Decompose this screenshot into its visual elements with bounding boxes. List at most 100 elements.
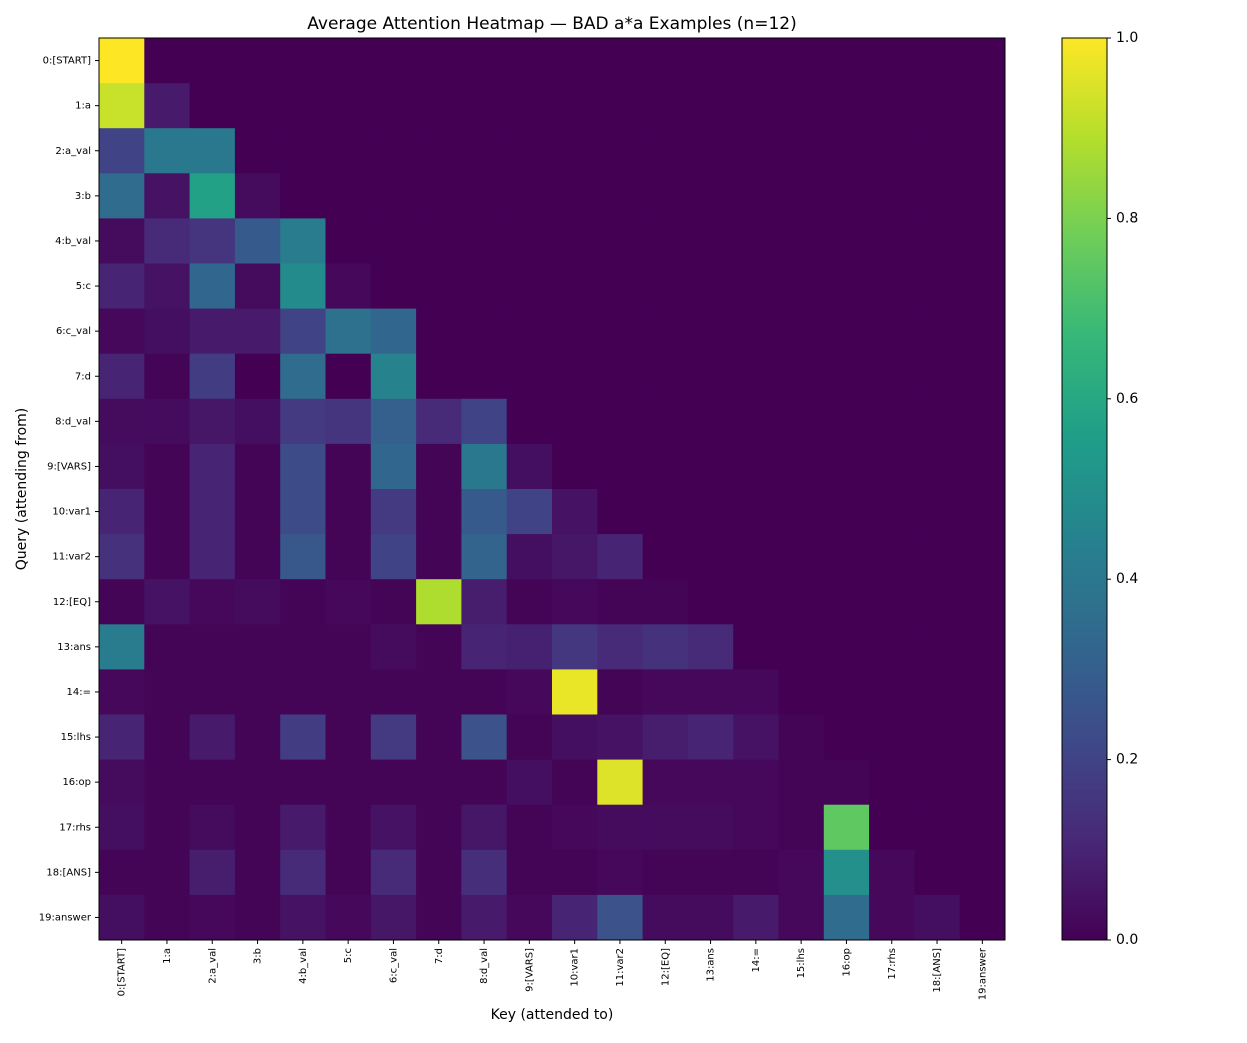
heat-cell (733, 443, 779, 490)
heat-cell (733, 263, 779, 310)
heat-cell (778, 669, 825, 715)
heat-cell (280, 308, 326, 355)
heat-cell (642, 398, 689, 445)
heat-cell (869, 353, 915, 400)
heat-cell (506, 669, 553, 715)
x-tick-label: 10:var1 (570, 948, 581, 987)
x-tick-label: 2:a_val (207, 948, 218, 984)
colorbar-tick-label: 0.0 (1116, 932, 1138, 948)
heat-cell (959, 489, 1006, 535)
heat-cell (778, 308, 825, 355)
heat-cell (99, 398, 145, 445)
heat-cell (823, 534, 870, 580)
heat-cell (325, 669, 372, 715)
heat-cell (461, 624, 508, 670)
heat-cell (461, 714, 508, 761)
heat-cell (461, 398, 508, 445)
heat-cell (416, 714, 462, 761)
heat-cell (642, 894, 689, 941)
heat-cell (914, 849, 961, 896)
y-tick-label: 0:[START] (43, 56, 91, 67)
heat-cell (552, 173, 598, 219)
heat-cell (416, 263, 462, 310)
heat-cell (99, 759, 145, 806)
heat-cell (416, 398, 462, 445)
heat-cell (99, 38, 145, 84)
heat-cell (914, 173, 961, 219)
heat-cell (869, 263, 915, 310)
heat-cell (461, 804, 508, 851)
heat-cell (959, 849, 1006, 896)
heat-cell (370, 669, 417, 715)
heat-cell (642, 218, 689, 264)
heat-cell (869, 38, 915, 84)
heat-cell (416, 804, 462, 851)
heat-cell (234, 218, 281, 264)
heat-cell (280, 218, 326, 264)
heat-cell (778, 759, 825, 806)
heat-cell (325, 308, 372, 355)
heat-cell (552, 534, 598, 580)
heat-cell (733, 759, 779, 806)
x-tick-label: 13:ans (706, 948, 717, 982)
heat-cell (733, 489, 779, 535)
y-axis-label: Query (attending from) (14, 408, 30, 571)
heat-cell (99, 443, 145, 490)
heat-cell (325, 263, 372, 310)
heat-cell (778, 489, 825, 535)
heat-cell (416, 849, 462, 896)
heat-cell (99, 849, 145, 896)
heat-cell (99, 579, 145, 625)
y-tick-label: 16:op (62, 777, 91, 788)
heat-cell (370, 849, 417, 896)
heat-cell (325, 804, 372, 851)
heat-cell (506, 624, 553, 670)
heat-cell (642, 624, 689, 670)
heat-cell (370, 83, 417, 129)
y-tick-label: 14:= (67, 687, 91, 698)
heat-cell (189, 353, 236, 400)
heat-cell (687, 83, 734, 129)
x-tick-label: 4:b_val (298, 948, 309, 984)
heat-cell (823, 804, 870, 851)
heat-cell (597, 624, 644, 670)
y-tick-label: 11:var2 (52, 552, 91, 563)
heat-cell (461, 849, 508, 896)
x-tick-label: 12:[EQ] (660, 948, 671, 986)
heat-cell (823, 38, 870, 84)
y-tick-label: 15:lhs (61, 732, 91, 743)
heat-cell (778, 38, 825, 84)
heat-cell (416, 443, 462, 490)
heat-cell (416, 83, 462, 129)
heat-cell (778, 849, 825, 896)
heat-cell (687, 398, 734, 445)
heat-cell (99, 669, 145, 715)
heat-cell (642, 308, 689, 355)
heat-cell (642, 579, 689, 625)
heat-cell (461, 443, 508, 490)
x-tick-label: 8:d_val (479, 948, 490, 984)
heat-cell (506, 849, 553, 896)
heat-cell (552, 894, 598, 941)
heat-cell (325, 38, 372, 84)
heat-cell (959, 218, 1006, 264)
x-tick-label: 9:[VARS] (524, 948, 535, 992)
heat-cell (280, 894, 326, 941)
heat-cell (99, 263, 145, 310)
heat-cell (144, 398, 191, 445)
heat-cell (99, 353, 145, 400)
heat-cell (959, 308, 1006, 355)
heat-cell (144, 308, 191, 355)
heat-cell (234, 804, 281, 851)
heat-cell (778, 804, 825, 851)
heat-cell (280, 173, 326, 219)
heat-cell (687, 38, 734, 84)
heat-cell (506, 714, 553, 761)
heat-cell (914, 579, 961, 625)
heat-cell (687, 489, 734, 535)
heat-cell (959, 398, 1006, 445)
heat-cell (370, 624, 417, 670)
heat-cell (461, 38, 508, 84)
heat-cell (642, 534, 689, 580)
heat-cell (461, 173, 508, 219)
